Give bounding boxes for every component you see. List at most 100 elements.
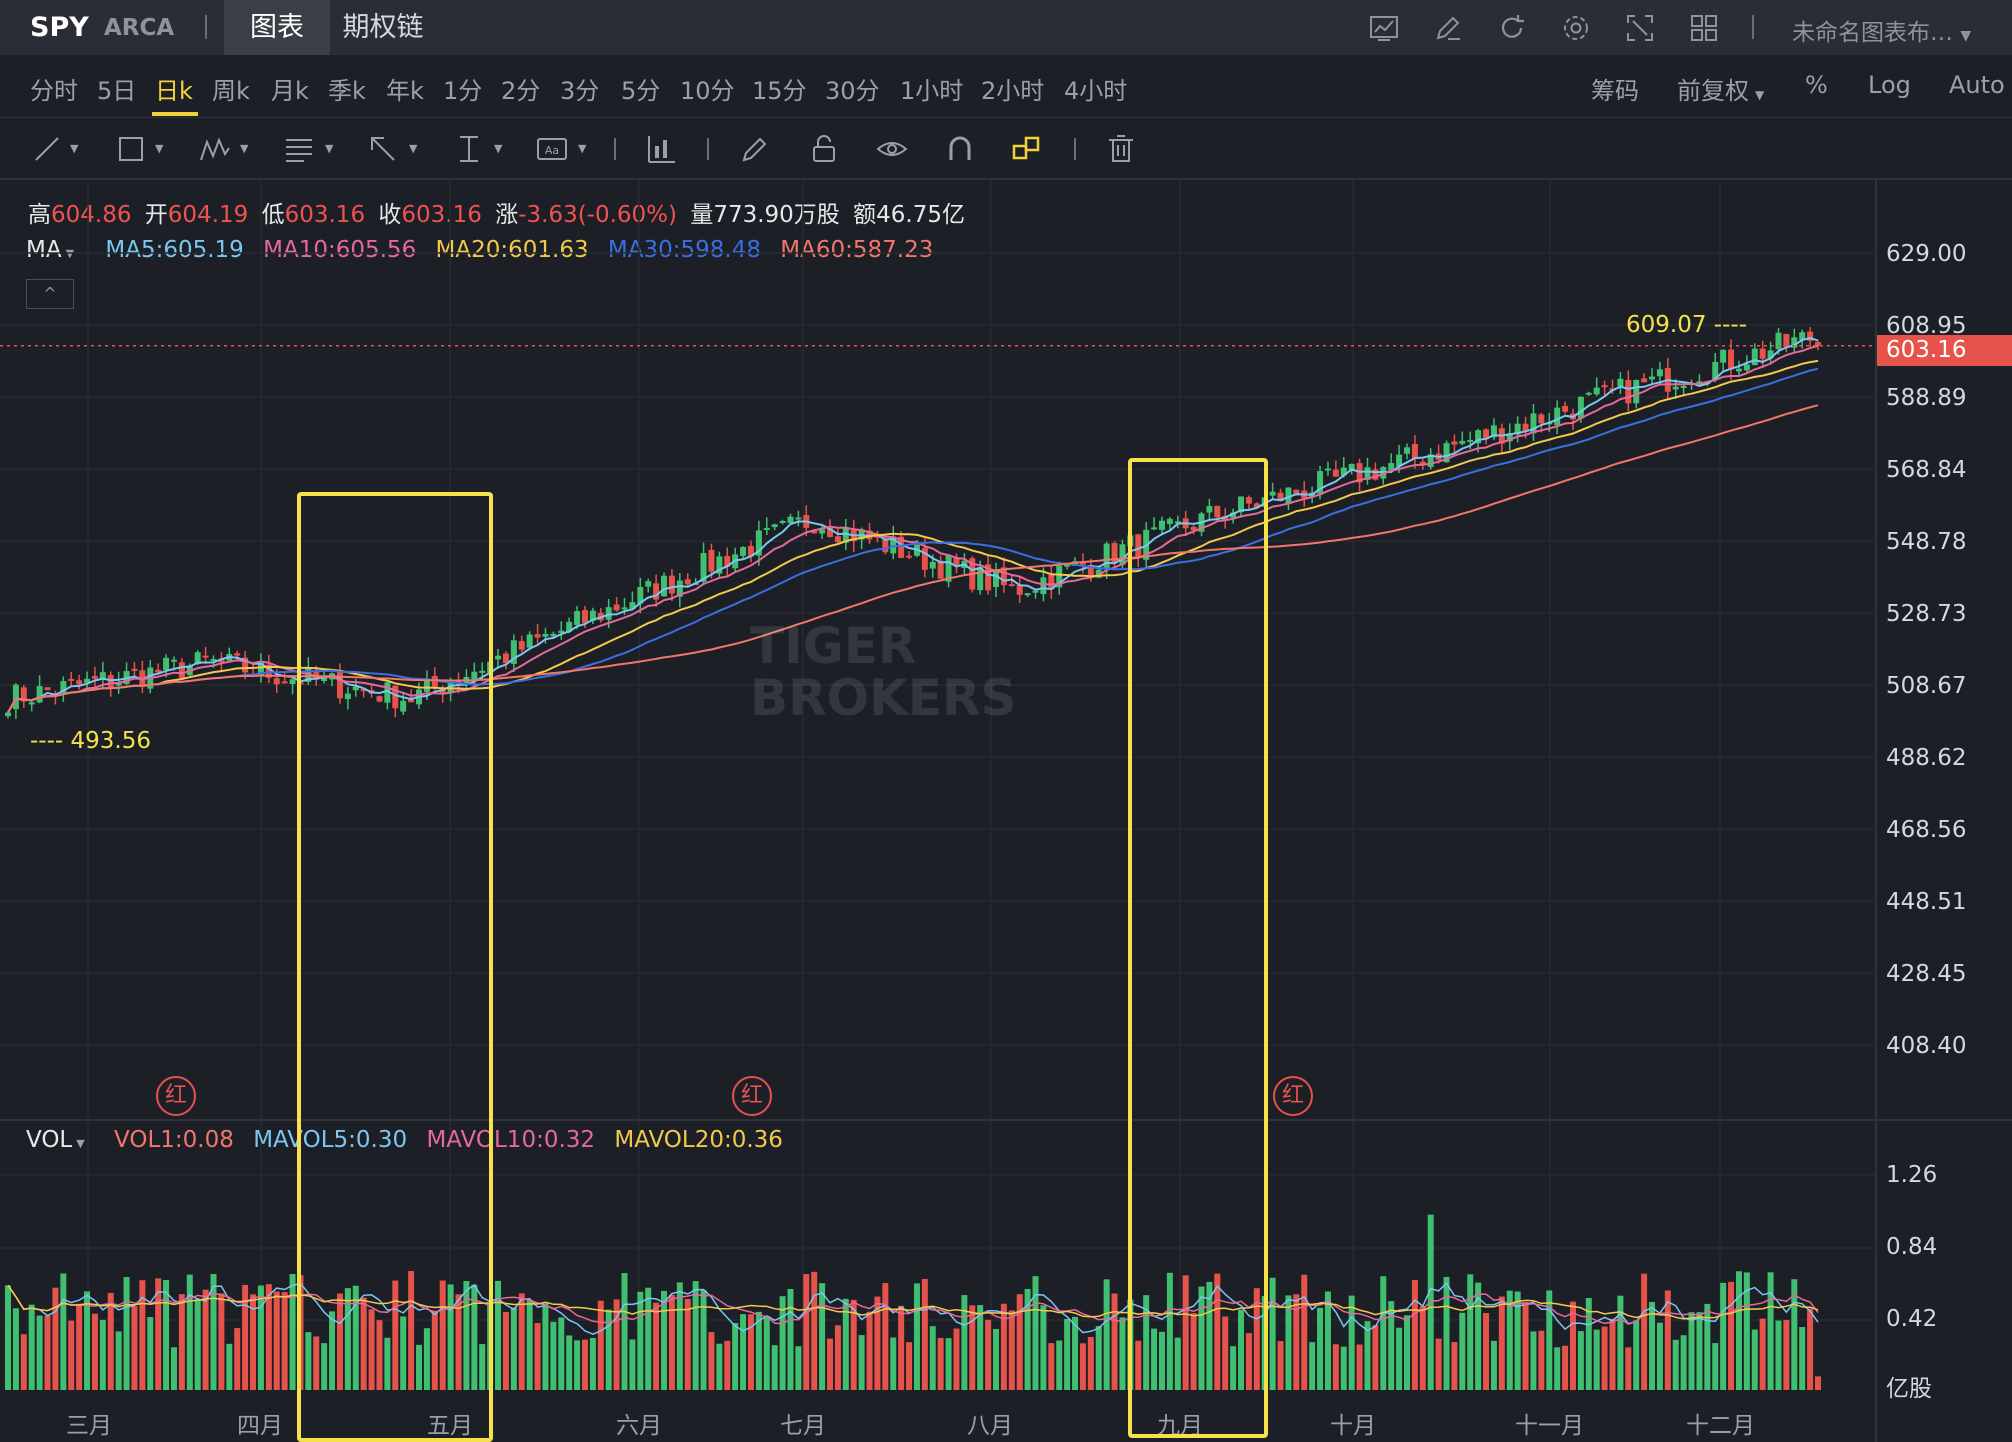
change-value: -3.63(-0.60%) [518,202,678,228]
candle-body [795,517,802,520]
interval-monthly[interactable]: 月k [271,77,309,105]
measure-tool-icon[interactable] [452,132,486,166]
candle-body [1032,590,1039,593]
percent-toggle[interactable]: % [1805,71,1828,99]
trash-icon[interactable] [1104,132,1138,166]
interval-5min[interactable]: 5分 [621,77,661,105]
candle-body [684,579,691,585]
pencil-icon[interactable] [738,132,772,166]
volume-bar [107,1292,114,1390]
month-label: 八月 [967,1413,1013,1439]
volume-bar [740,1314,747,1390]
red-marker[interactable]: 红 [1273,1076,1313,1116]
red-marker[interactable]: 红 [156,1076,196,1116]
magnet-icon[interactable] [943,132,977,166]
volume-bar [566,1335,573,1390]
interval-1hour[interactable]: 1小时 [900,77,964,105]
candle-body [1190,526,1197,531]
refresh-icon[interactable] [1496,12,1528,44]
volume-bar [755,1311,762,1390]
interval-2min[interactable]: 2分 [501,77,541,105]
ticker-symbol[interactable]: SPY [30,12,89,43]
interval-4hour[interactable]: 4小时 [1064,77,1128,105]
collapse-legend-button[interactable]: ^ [26,279,74,309]
interval-yearly[interactable]: 年k [386,77,424,105]
candle-body [1506,433,1513,442]
ma10-value: MA10:605.56 [263,237,417,263]
sync-drawings-icon[interactable] [1010,132,1044,166]
tab-option-chain[interactable]: 期权链 [342,12,424,43]
month-label: 十月 [1330,1413,1376,1439]
candle-body [1759,348,1766,359]
candle-body [985,564,992,591]
volume-bar [495,1280,502,1390]
volume-bar [344,1288,351,1390]
vol-indicator-name[interactable]: VOL [26,1127,73,1153]
arrow-tool-icon[interactable] [366,132,400,166]
interval-5day[interactable]: 5日 [97,77,137,105]
interval-1min[interactable]: 1分 [443,77,483,105]
volume-bar [115,1331,122,1390]
layout-grid-icon[interactable] [1688,12,1720,44]
text-tool-icon[interactable]: Aa [535,132,569,166]
volume-bar [400,1316,407,1390]
lock-icon[interactable] [807,132,841,166]
bar-compare-icon[interactable] [645,132,679,166]
candle-body [1238,496,1245,513]
candle-body [1372,469,1379,480]
chevron-down-icon[interactable]: ▼ [76,1137,85,1150]
candle-body [874,535,881,538]
edit-icon[interactable] [1432,12,1464,44]
interval-daily[interactable]: 日k [155,77,193,105]
eye-icon[interactable] [875,132,909,166]
interval-30min[interactable]: 30分 [825,77,880,105]
volume-bar [653,1302,660,1390]
divider [1752,15,1754,39]
log-toggle[interactable]: Log [1868,71,1911,99]
volume-bar [1238,1309,1245,1390]
month-label: 四月 [237,1413,283,1439]
open-value: 604.19 [167,202,249,228]
volume-bar [661,1290,668,1390]
volume-bar [352,1285,359,1390]
fullscreen-icon[interactable] [1624,12,1656,44]
interval-2hour[interactable]: 2小时 [981,77,1045,105]
interval-3min[interactable]: 3分 [560,77,600,105]
interval-quarterly[interactable]: 季k [328,77,366,105]
volume-bar [613,1299,620,1390]
candle-body [629,602,636,609]
indicator-icon[interactable] [1368,12,1400,44]
red-marker[interactable]: 红 [732,1076,772,1116]
tab-chart[interactable]: 图表 [224,0,330,55]
chips-button[interactable]: 筹码 [1591,77,1639,105]
layout-selector[interactable]: 未命名图表布… ▼ [1792,13,1971,47]
gear-icon[interactable] [1560,12,1592,44]
rectangle-tool-icon[interactable] [114,132,148,166]
candle-body [550,633,557,637]
candle-body [447,682,454,693]
candle-body [1293,489,1300,494]
candle-body [242,657,249,673]
interval-intraday[interactable]: 分时 [30,77,78,105]
candle-body [1807,331,1814,341]
interval-15min[interactable]: 15分 [752,77,807,105]
volume-bar [692,1281,699,1390]
trend-line-icon[interactable] [32,132,66,166]
volume-bar [471,1284,478,1390]
interval-10min[interactable]: 10分 [680,77,735,105]
candle-body [1680,386,1687,389]
ma-indicator-name[interactable]: MA [26,237,62,263]
candle-body [819,529,826,534]
auto-toggle[interactable]: Auto [1949,71,2005,99]
volume-bar [265,1284,272,1390]
candle-body [131,668,138,671]
fibonacci-tool-icon[interactable] [282,132,316,166]
pattern-tool-icon[interactable] [198,132,232,166]
month-label: 七月 [780,1413,826,1439]
adjust-dropdown[interactable]: 前复权 ▼ [1677,71,1764,106]
volume-bar [1783,1320,1790,1390]
volume-bar [803,1274,810,1390]
interval-weekly[interactable]: 周k [212,77,250,105]
price-tick: 448.51 [1886,889,1967,915]
volume-bar [597,1300,604,1390]
